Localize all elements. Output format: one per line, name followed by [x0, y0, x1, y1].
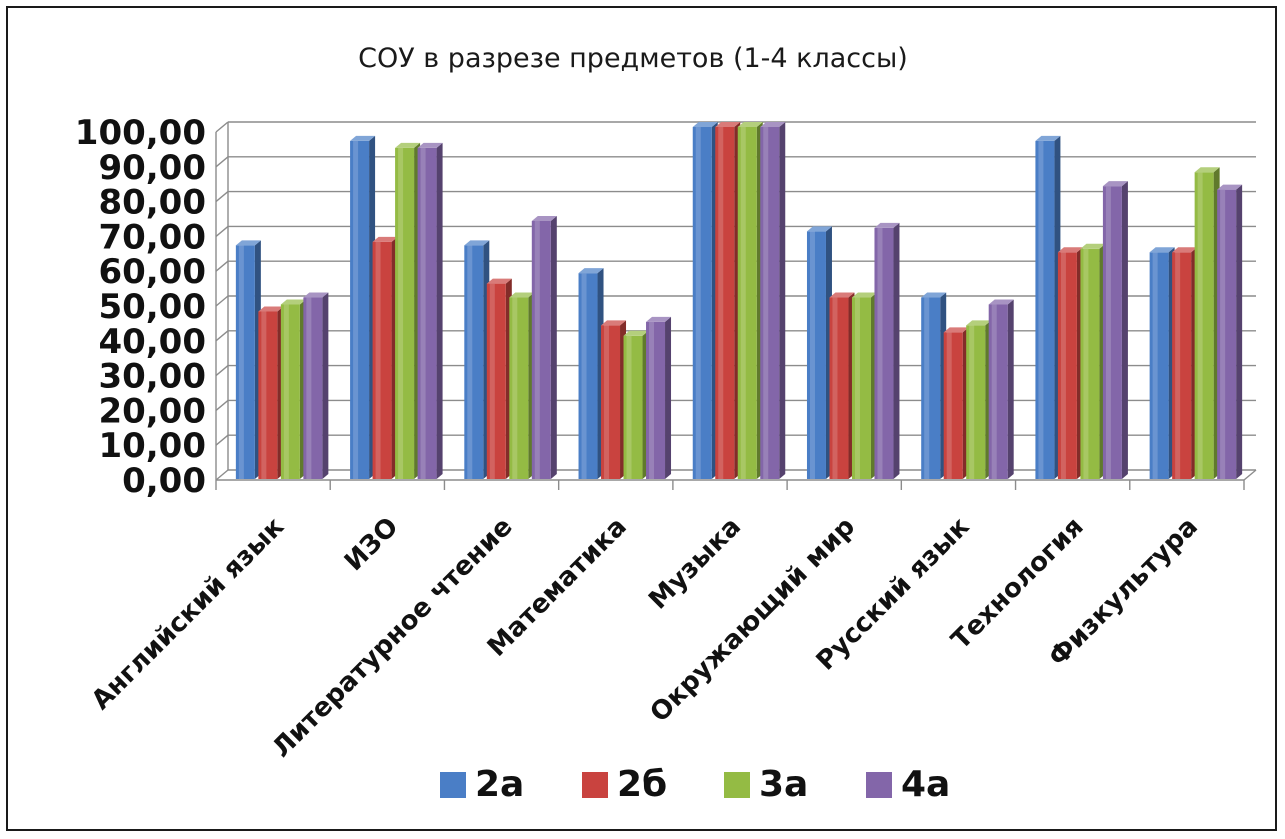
x-tick-label: ИЗО [339, 512, 404, 577]
chart-title: СОУ в разрезе предметов (1-4 классы) [358, 43, 908, 74]
bar [578, 268, 604, 479]
x-tick-label: Музыка [643, 512, 747, 616]
legend-swatch [866, 772, 892, 798]
bar [1172, 247, 1198, 479]
gridline-depth [215, 191, 229, 203]
bar [303, 292, 329, 479]
bar [623, 330, 649, 479]
bar [601, 320, 627, 479]
y-tick-label: 10,00 [98, 426, 206, 466]
y-tick-label: 80,00 [98, 183, 206, 223]
bar [829, 292, 855, 479]
bar [235, 240, 261, 479]
bar [715, 122, 741, 479]
bar [988, 299, 1014, 479]
bar [486, 278, 512, 479]
legend-label: 2а [475, 764, 524, 805]
bar [921, 292, 947, 479]
axes [215, 122, 1257, 490]
x-tick-label: Английский язык [86, 511, 290, 715]
x-axis-depth [1243, 469, 1257, 481]
bar [646, 316, 672, 479]
gridline-depth [215, 121, 229, 133]
gridline-depth [215, 260, 229, 272]
bar [1217, 184, 1243, 479]
chart: СОУ в разрезе предметов (1-4 классы) 0,0… [75, 43, 1257, 805]
legend-swatch [582, 772, 608, 798]
y-tick-label: 90,00 [98, 148, 206, 188]
y-tick-labels: 0,0010,0020,0030,0040,0050,0060,0070,008… [75, 113, 206, 501]
bar [1080, 243, 1106, 479]
gridline-depth [215, 330, 229, 342]
bar [1149, 247, 1175, 479]
legend-label: 4а [901, 764, 950, 805]
legend: 2а 2б 3а 4а [440, 764, 950, 805]
y-tick-label: 20,00 [98, 391, 206, 431]
legend-label: 3а [759, 764, 808, 805]
bar [1194, 167, 1220, 480]
gridline-depth [215, 365, 229, 377]
bar [692, 122, 718, 479]
x-tick-label: Окружающий мир [645, 512, 862, 729]
bars [235, 122, 1243, 480]
y-tick-label: 40,00 [98, 322, 206, 362]
bar [509, 292, 535, 479]
gridline-depth [215, 434, 229, 446]
x-tick-label: Литературное чтение [267, 512, 519, 764]
bar [851, 292, 877, 479]
bar [258, 306, 284, 479]
legend-swatch [724, 772, 750, 798]
bar [760, 122, 786, 479]
y-tick-label: 70,00 [98, 217, 206, 257]
bar [350, 135, 376, 480]
bar [737, 122, 763, 479]
legend-swatch [440, 772, 466, 798]
bar [372, 236, 398, 479]
bar [464, 240, 490, 479]
legend-label: 2б [617, 764, 667, 805]
gridline-depth [215, 399, 229, 411]
bar [395, 142, 421, 479]
chart-frame: СОУ в разрезе предметов (1-4 классы) 0,0… [6, 6, 1277, 831]
gridline-depth [215, 156, 229, 168]
y-tick-label: 0,00 [122, 461, 206, 501]
y-tick-label: 60,00 [98, 252, 206, 292]
bar [874, 222, 900, 480]
bar [943, 327, 969, 479]
y-tick-label: 30,00 [98, 357, 206, 397]
y-tick-label: 50,00 [98, 287, 206, 327]
bar [806, 226, 832, 479]
gridline-depth [215, 295, 229, 307]
bar [1035, 135, 1061, 480]
bar [966, 320, 992, 479]
bar [1057, 247, 1083, 479]
y-tick-label: 100,00 [75, 113, 206, 153]
bar [531, 215, 557, 479]
bar [417, 142, 443, 479]
gridline-depth [215, 225, 229, 237]
bar [280, 299, 306, 479]
gridline-depth [215, 469, 229, 481]
bar [1102, 181, 1128, 479]
